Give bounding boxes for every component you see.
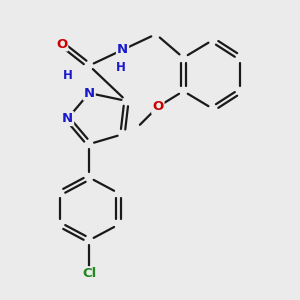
Text: Cl: Cl <box>82 267 96 280</box>
Text: N: N <box>84 87 95 100</box>
Text: H: H <box>63 69 73 82</box>
Text: O: O <box>56 38 67 50</box>
Text: H: H <box>116 61 125 74</box>
Text: O: O <box>152 100 164 113</box>
Text: N: N <box>117 44 128 56</box>
Text: N: N <box>62 112 73 125</box>
